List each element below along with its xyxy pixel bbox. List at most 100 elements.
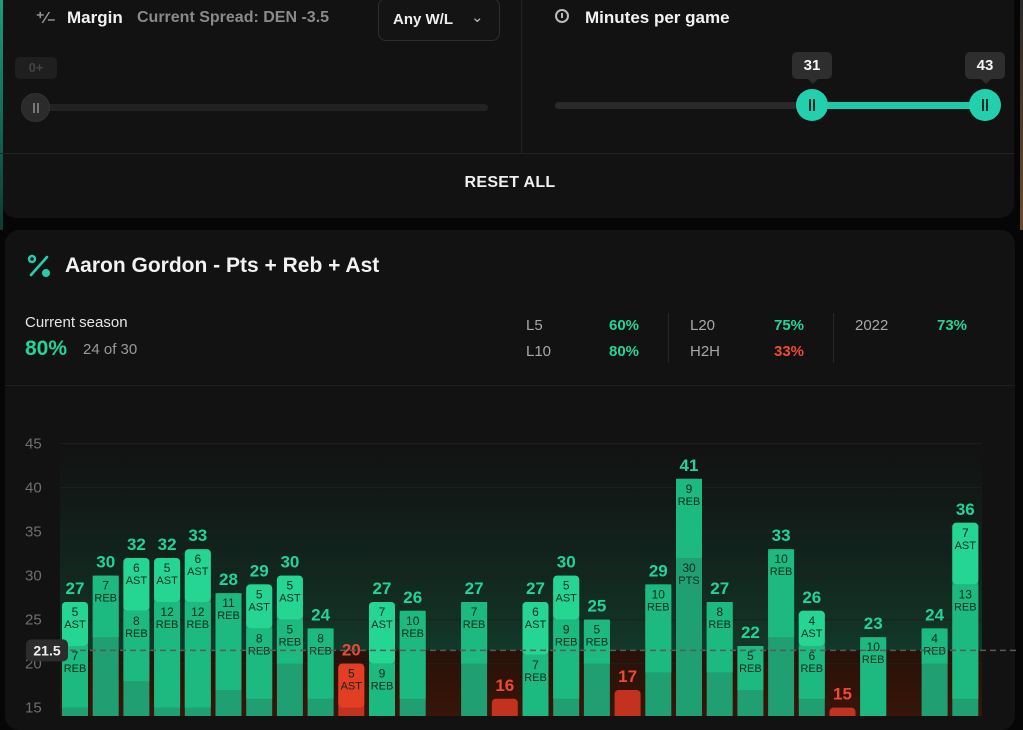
reb-value: 4 — [931, 631, 938, 645]
total-value-label: 29 — [250, 561, 269, 580]
reb-label: REB — [954, 601, 977, 613]
chart-divider — [5, 385, 1015, 386]
bar-ast-segment — [184, 549, 211, 602]
reb-value: 9 — [563, 623, 570, 637]
bar-ast-segment — [553, 575, 580, 620]
bar-total[interactable] — [829, 707, 856, 716]
total-value-label: 15 — [833, 685, 852, 704]
bar-reb-segment — [154, 602, 181, 708]
bar-ast-segment — [798, 610, 825, 646]
stat-label-l10[interactable]: L10 — [526, 343, 552, 360]
reb-label: REB — [647, 601, 670, 613]
total-value-label: 30 — [557, 553, 576, 572]
ast-label: AST — [371, 619, 393, 631]
margin-slider-value: 0+ — [15, 57, 57, 79]
margin-slider-thumb[interactable] — [21, 93, 50, 122]
y-tick-label: 25 — [25, 612, 42, 629]
bar-reb-segment — [307, 628, 334, 699]
total-value-label: 24 — [925, 605, 944, 624]
ast-label: AST — [955, 540, 977, 552]
total-value-label: 30 — [280, 553, 299, 572]
filter-divider — [521, 0, 522, 153]
reb-value: 8 — [716, 605, 723, 619]
reb-value: 12 — [191, 605, 205, 619]
stat-divider — [668, 313, 669, 363]
bar-reb-segment — [215, 593, 242, 690]
minutes-label: Minutes per game — [585, 8, 730, 27]
total-value-label: 27 — [66, 579, 85, 598]
bar-reb-segment — [123, 610, 150, 682]
bar-reb-segment — [768, 549, 795, 638]
bar-ast-segment — [62, 602, 88, 646]
minutes-max-thumb[interactable] — [969, 89, 1001, 121]
stat-label-h2h[interactable]: H2H — [690, 343, 721, 360]
stat-label-l5[interactable]: L5 — [526, 317, 543, 334]
margin-slider-track[interactable] — [36, 104, 488, 111]
ast-label: AST — [341, 681, 363, 693]
game-bar[interactable]: 16 — [491, 676, 518, 716]
ast-value: 5 — [348, 667, 355, 681]
bar-total[interactable] — [614, 690, 641, 716]
season-hit-rate: 80% — [25, 337, 68, 360]
reb-value: 5 — [747, 649, 754, 663]
stat-divider — [833, 313, 834, 363]
stat-label-l20[interactable]: L20 — [690, 317, 716, 334]
stat-value-h2h: 33% — [774, 343, 805, 360]
total-value-label: 32 — [158, 535, 177, 554]
ast-value: 6 — [194, 552, 201, 566]
bar-reb-segment — [798, 646, 825, 699]
bar-reb-segment — [92, 575, 119, 638]
stat-value-l20: 75% — [774, 317, 805, 334]
bar-reb-segment — [246, 628, 273, 699]
reb-value: 11 — [222, 596, 235, 610]
reb-value: 6 — [808, 649, 815, 663]
reb-label: REB — [309, 645, 332, 657]
bar-total[interactable] — [491, 698, 518, 716]
total-value-label: 33 — [772, 526, 791, 545]
bar-reb-segment — [921, 628, 948, 664]
total-value-label: 33 — [188, 526, 207, 545]
stat-value-2022: 73% — [937, 317, 968, 334]
minutes-slider-track[interactable] — [555, 102, 985, 109]
ast-label: AST — [126, 575, 148, 587]
total-value-label: 32 — [127, 535, 146, 554]
total-value-label: 27 — [373, 579, 392, 598]
reb-label: REB — [156, 619, 179, 631]
win-loss-select[interactable]: Any W/L ⌄ — [378, 0, 500, 41]
reb-label: REB — [186, 619, 209, 631]
minutes-min-thumb[interactable] — [796, 89, 828, 121]
reset-all-button[interactable]: RESET ALL — [464, 174, 556, 191]
total-value-label: 27 — [465, 579, 484, 598]
reb-label: REB — [64, 663, 87, 675]
game-bar[interactable]: 15 — [829, 685, 856, 716]
reb-value: 5 — [287, 623, 294, 637]
total-value-label: 29 — [649, 561, 668, 580]
game-bar[interactable]: 17 — [614, 667, 641, 716]
stat-label-2022[interactable]: 2022 — [855, 317, 889, 334]
